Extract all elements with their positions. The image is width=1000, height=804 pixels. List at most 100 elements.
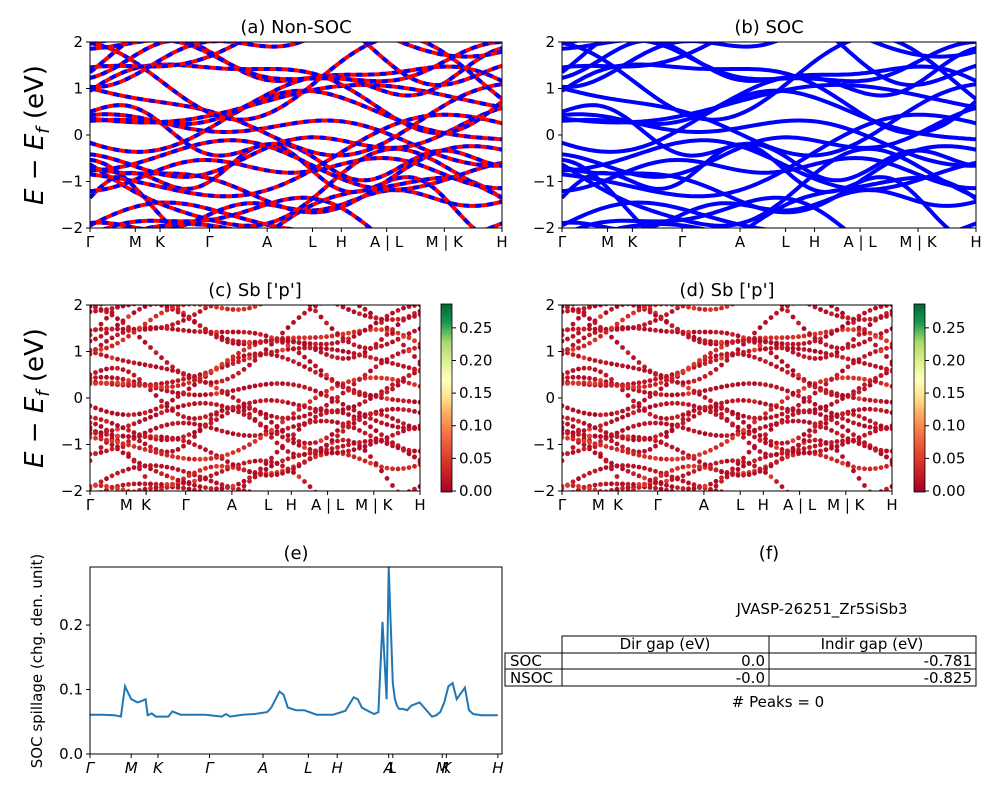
- projection-point: [736, 273, 741, 278]
- projection-point: [708, 266, 713, 271]
- projection-point: [346, 442, 351, 448]
- projection-point: [889, 367, 892, 373]
- projection-point: [296, 315, 302, 320]
- projection-point: [291, 339, 296, 345]
- projection-point: [357, 311, 362, 317]
- projection-point: [175, 467, 181, 473]
- projection-point: [757, 433, 763, 438]
- projection-point: [570, 321, 576, 327]
- projection-point: [131, 329, 137, 335]
- projection-point: [796, 352, 801, 357]
- projection-point: [307, 484, 313, 490]
- projection-point: [192, 392, 197, 398]
- projection-point: [379, 432, 384, 438]
- projection-point: [868, 538, 873, 543]
- projection-point: [247, 489, 252, 491]
- projection-point: [812, 449, 818, 455]
- projection-point: [142, 321, 148, 327]
- projection-point: [829, 311, 834, 317]
- projection-point: [164, 360, 170, 365]
- projection-point: [598, 466, 603, 472]
- projection-point: [834, 393, 840, 399]
- panel-e-ylabel: SOC spillage (chg. den. unit): [28, 554, 46, 769]
- projection-point: [653, 305, 658, 308]
- projection-point: [779, 440, 785, 446]
- xtick-label: A: [735, 233, 746, 251]
- projection-point: [368, 411, 373, 416]
- projection-point: [335, 428, 340, 433]
- ytick-label: −2: [533, 219, 555, 237]
- projection-point: [164, 384, 170, 390]
- projection-point: [241, 467, 247, 473]
- projection-point: [840, 355, 845, 360]
- projection-point: [219, 428, 225, 434]
- projection-point: [868, 499, 873, 504]
- projection-point: [873, 349, 878, 354]
- projection-point: [862, 317, 867, 322]
- projection-point: [658, 440, 664, 445]
- projection-point: [779, 411, 785, 417]
- projection-point: [142, 410, 148, 416]
- projection-point: [686, 332, 691, 338]
- projection-point: [93, 327, 98, 333]
- projection-point: [664, 305, 669, 307]
- projection-point: [297, 273, 302, 278]
- projection-point: [653, 376, 658, 382]
- projection-point: [603, 434, 609, 439]
- projection-point: [263, 411, 269, 417]
- projection-point: [230, 395, 236, 400]
- projection-point: [780, 276, 785, 281]
- projection-point: [741, 455, 746, 461]
- projection-point: [675, 305, 680, 308]
- projection-point: [785, 335, 790, 340]
- projection-point: [581, 473, 587, 479]
- projection-point: [890, 276, 895, 281]
- projection-point: [401, 334, 406, 339]
- projection-point: [302, 340, 307, 346]
- projection-point: [856, 376, 862, 381]
- projection-point: [175, 435, 181, 441]
- projection-point: [285, 433, 291, 438]
- projection-point: [763, 470, 768, 475]
- panel-e-title: (e): [283, 543, 308, 564]
- xtick-label: Γ: [86, 496, 95, 514]
- projection-point: [318, 334, 324, 340]
- projection-point: [170, 465, 175, 471]
- projection-point: [357, 344, 362, 350]
- projection-point: [351, 404, 357, 409]
- projection-point: [757, 469, 763, 474]
- projection-point: [730, 273, 735, 278]
- projection-point: [647, 378, 653, 383]
- projection-point: [142, 434, 148, 439]
- projection-point: [241, 367, 247, 372]
- projection-point: [570, 352, 576, 357]
- band-line: [90, 42, 502, 84]
- projection-point: [252, 339, 258, 345]
- projection-point: [790, 438, 796, 444]
- projection-point: [719, 362, 724, 368]
- projection-point: [241, 460, 247, 466]
- projection-point: [406, 305, 412, 309]
- projection-point: [747, 271, 752, 276]
- projection-point: [790, 372, 796, 378]
- projection-point: [412, 345, 417, 351]
- projection-point: [192, 487, 197, 491]
- projection-point: [131, 481, 137, 487]
- projection-point: [774, 269, 779, 274]
- projection-point: [302, 404, 307, 410]
- projection-point: [669, 400, 675, 406]
- projection-point: [631, 495, 636, 500]
- projection-point: [104, 374, 109, 380]
- projection-point: [834, 306, 840, 312]
- projection-point: [98, 321, 104, 327]
- projection-point: [702, 450, 708, 455]
- projection-point: [280, 338, 285, 344]
- projection-point: [719, 478, 724, 484]
- projection-point: [335, 433, 340, 439]
- projection-point: [98, 436, 104, 442]
- projection-point: [214, 427, 219, 432]
- projection-point: [170, 279, 175, 284]
- projection-point: [258, 273, 263, 278]
- projection-point: [746, 431, 752, 437]
